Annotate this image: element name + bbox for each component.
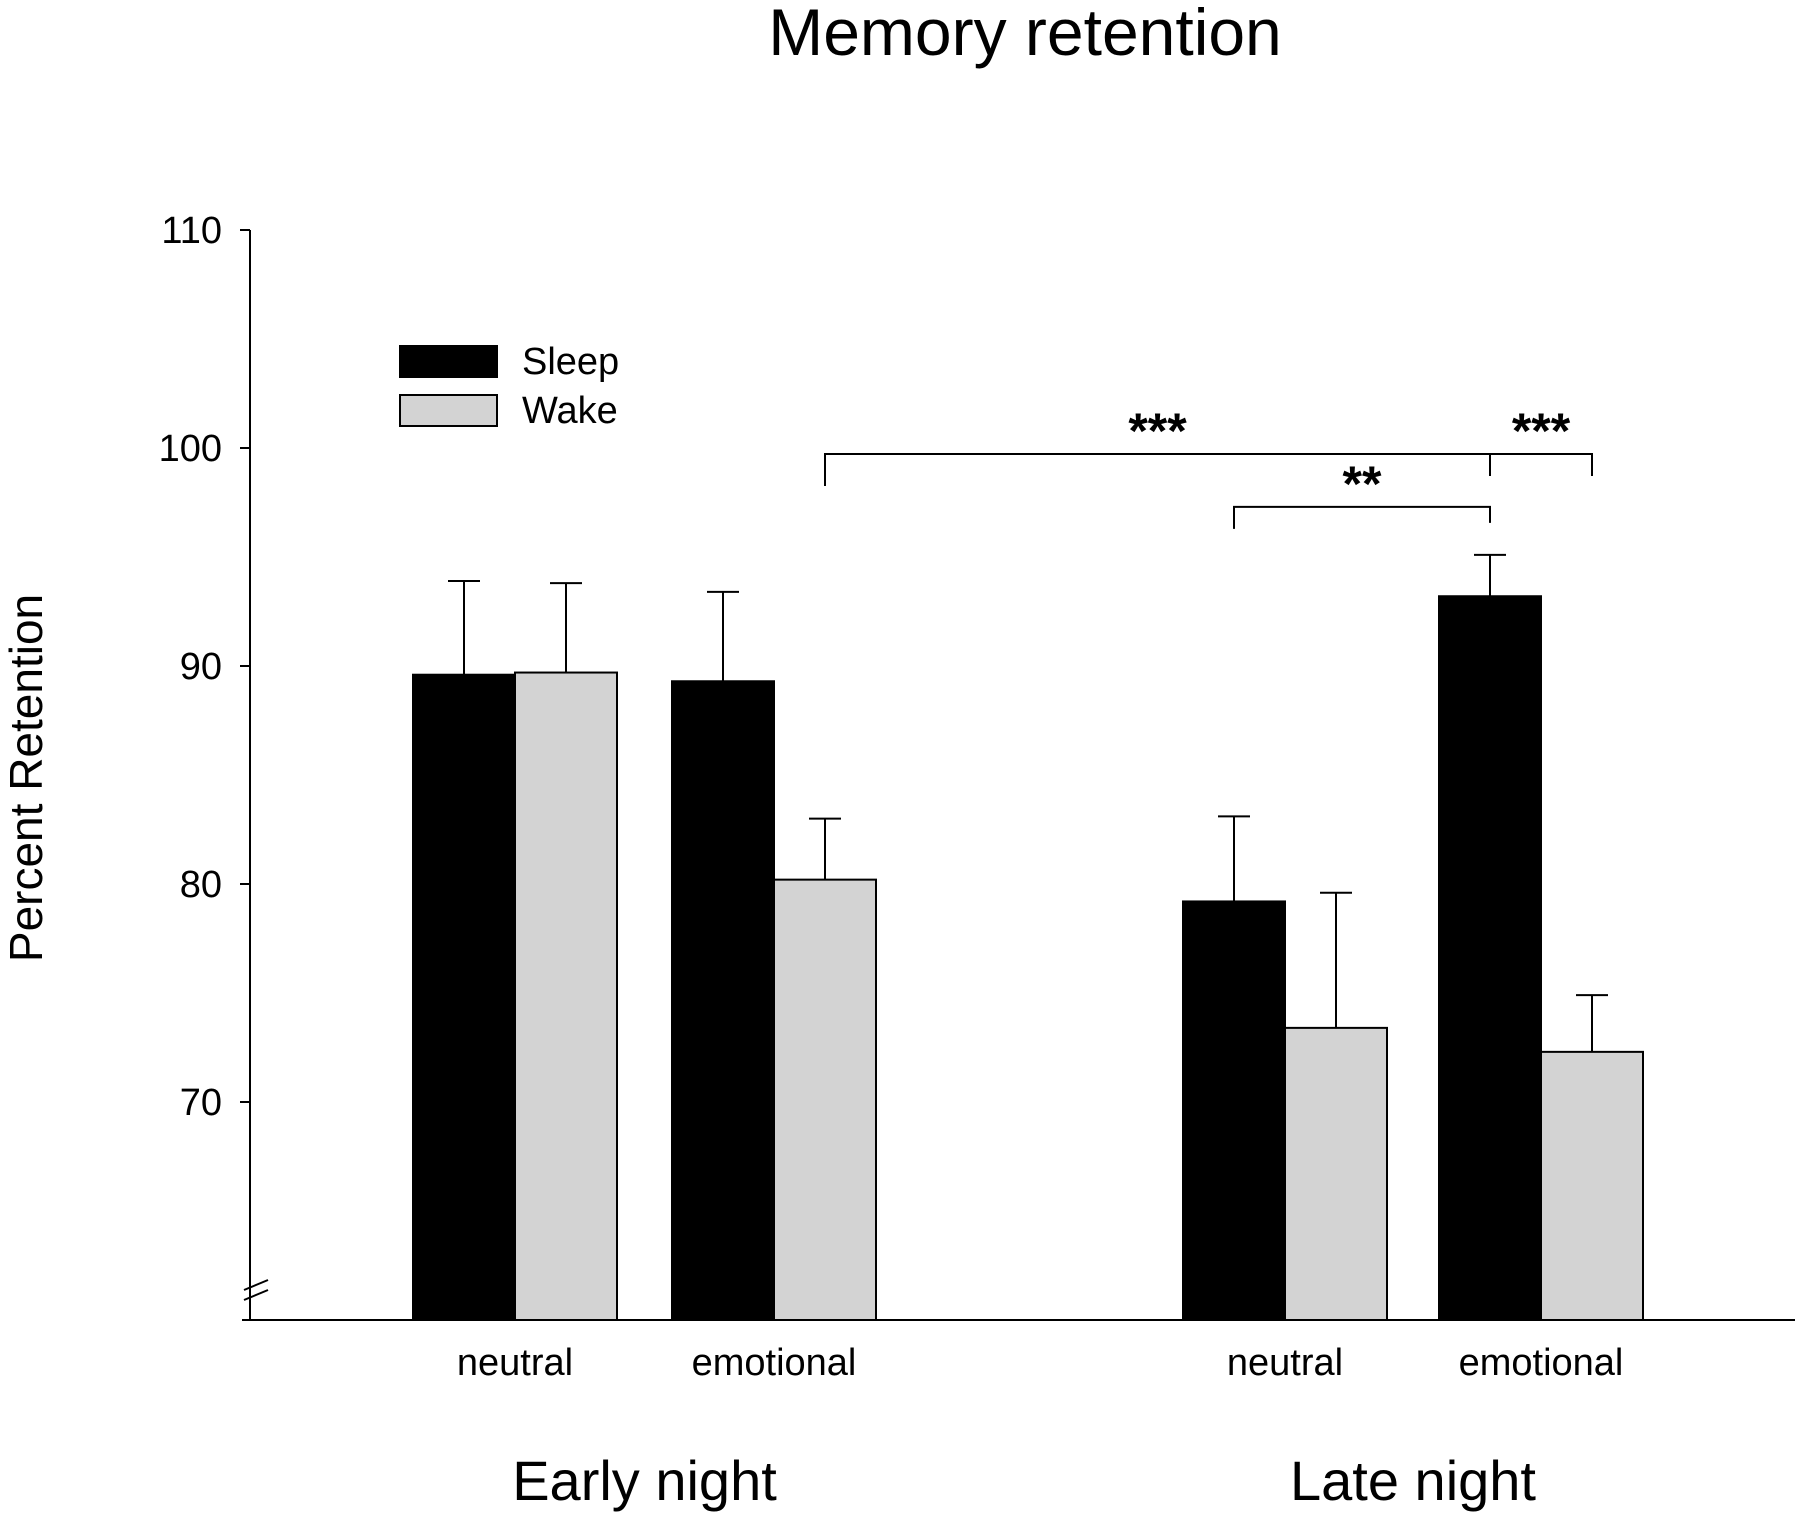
chart-title: Memory retention: [768, 0, 1282, 69]
bar-sleep: [1438, 595, 1542, 1321]
significance-brackets: ********: [824, 403, 1593, 529]
legend-swatch-wake: [399, 394, 498, 427]
bar-wake: [514, 671, 618, 1321]
category-label: neutral: [457, 1342, 573, 1384]
y-tick-label: 100: [159, 428, 222, 470]
significance-label: ***: [1512, 403, 1571, 459]
bar-wake: [773, 878, 877, 1321]
y-axis: 70 80 90 100 110: [159, 210, 269, 1320]
group-label: Early night: [512, 1449, 777, 1512]
y-tick-label: 90: [180, 646, 222, 688]
bars: [412, 595, 1644, 1321]
axis-break-mark: [243, 1289, 269, 1301]
legend-swatch-sleep: [399, 345, 498, 378]
bar-sleep: [412, 673, 516, 1321]
significance-label: **: [1343, 456, 1382, 512]
legend: Sleep Wake: [399, 341, 619, 432]
axis-break-mark: [243, 1279, 269, 1291]
y-tick-label: 80: [180, 864, 222, 906]
significance-bracket: [1233, 505, 1491, 529]
group-labels: Early night Late night: [512, 1449, 1536, 1512]
category-labels: neutral emotional neutral emotional: [457, 1342, 1623, 1384]
legend-label: Wake: [522, 390, 618, 432]
bar-sleep: [1182, 900, 1286, 1321]
error-bars: [448, 553, 1608, 1052]
bar-wake: [1540, 1050, 1644, 1321]
legend-label: Sleep: [522, 341, 619, 383]
bar-wake: [1284, 1026, 1388, 1321]
significance-bracket: [1489, 453, 1593, 476]
category-label: emotional: [1459, 1342, 1624, 1384]
category-label: neutral: [1227, 1342, 1343, 1384]
y-tick-label: 110: [161, 210, 222, 252]
category-label: emotional: [692, 1342, 857, 1384]
y-tick-label: 70: [180, 1082, 222, 1124]
bar-sleep: [671, 680, 775, 1321]
significance-label: ***: [1128, 403, 1187, 459]
group-label: Late night: [1290, 1449, 1536, 1512]
y-axis-label: Percent Retention: [0, 594, 52, 962]
